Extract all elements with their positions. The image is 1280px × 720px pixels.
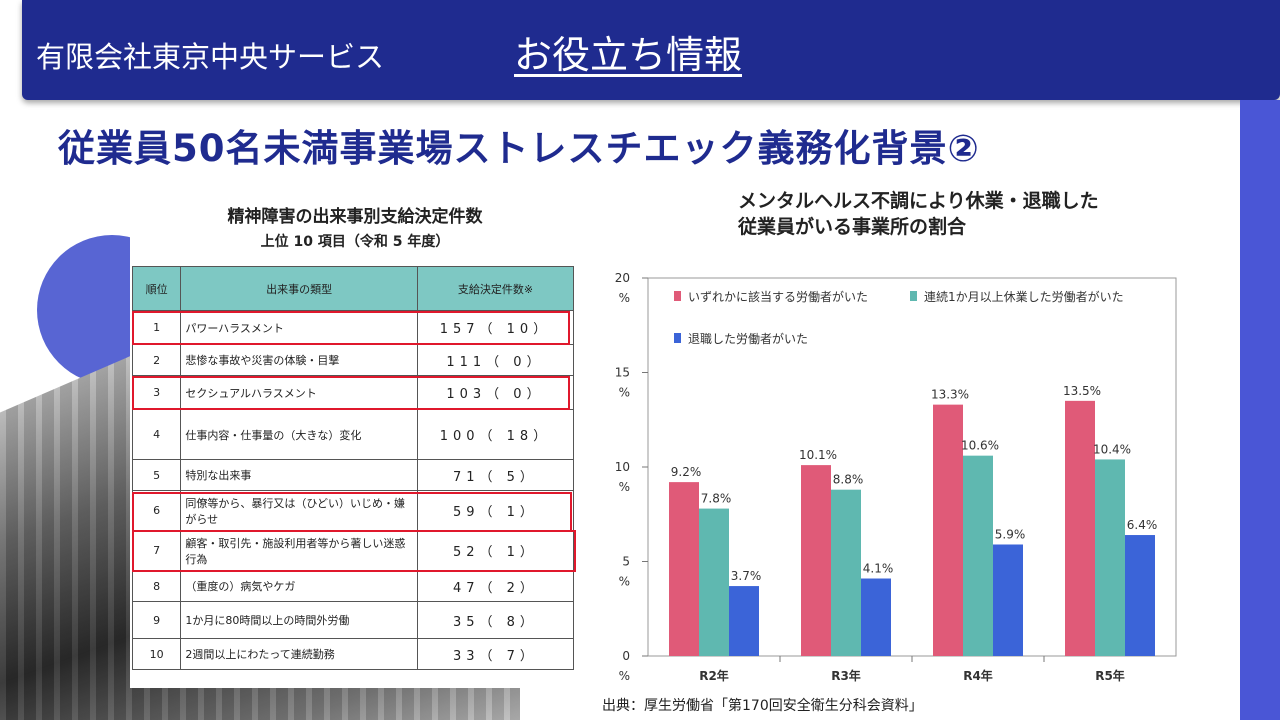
- cell-count: 35（ 8）: [416, 601, 575, 639]
- data-label: 10.4%: [1093, 442, 1131, 456]
- cell-count: 103（ 0）: [416, 375, 575, 410]
- y-tick-label: 0: [622, 649, 630, 663]
- legend-swatch: [674, 291, 681, 301]
- legend-entry: いずれかに該当する労働者がいた: [688, 289, 868, 304]
- cell-rank: 9: [131, 601, 182, 639]
- data-label: 4.1%: [863, 562, 894, 576]
- cell-rank: 1: [131, 310, 182, 345]
- bar-chart-svg: 0% 5% 10% 15% 20% 9.2% 7.8% 3.7% R2年 10.1% 8.8% 4.1…: [615, 271, 1177, 683]
- cell-type: 同僚等から、暴行又は（ひどい）いじめ・嫌がらせ: [180, 490, 418, 531]
- bar-3: [1125, 535, 1155, 656]
- cell-type: 特別な出来事: [180, 459, 418, 491]
- cell-rank: 4: [131, 409, 182, 460]
- data-label: 7.8%: [701, 492, 732, 506]
- bar-1: [933, 404, 963, 656]
- chart-title-line-2: 従業員がいる事業所の割合: [738, 216, 967, 238]
- table-row: 5 特別な出来事 71（ 5）: [131, 459, 575, 491]
- bar-1: [801, 465, 831, 656]
- cell-rank: 10: [131, 638, 182, 670]
- table-subtitle: 上位 10 項目（令和 5 年度）: [260, 234, 450, 250]
- bar-chart: 0% 5% 10% 15% 20% 9.2% 7.8% 3.7% R2年 10.1% 8.8% 4.1…: [596, 258, 1186, 692]
- cell-rank: 5: [131, 459, 182, 491]
- x-tick-label: R4年: [963, 668, 993, 683]
- x-tick-label: R3年: [831, 668, 861, 683]
- y-tick-unit: %: [619, 669, 630, 683]
- y-tick-label: 5: [622, 555, 630, 569]
- table-title: 精神障害の出来事別支給決定件数: [227, 207, 483, 227]
- data-label: 6.4%: [1127, 518, 1158, 532]
- legend-entry: 連続1か月以上休業した労働者がいた: [924, 289, 1124, 304]
- y-tick-unit: %: [619, 291, 630, 305]
- bar-1: [1065, 400, 1095, 656]
- y-tick-unit: %: [619, 386, 630, 400]
- y-tick-unit: %: [619, 575, 630, 589]
- bar-2: [831, 489, 861, 656]
- page-title: 従業員50名未満事業場ストレスチエック義務化背景②: [58, 127, 980, 170]
- header-rank: 順位: [131, 266, 182, 311]
- bar-2: [963, 455, 993, 656]
- legend-swatch: [910, 291, 917, 301]
- highlight-row-1: [132, 311, 570, 345]
- cell-rank: 6: [131, 490, 182, 531]
- source-citation: 出典：厚生労働省「第170回安全衛生分科会資料」: [602, 698, 923, 714]
- cell-type: 2週間以上にわたって連続勤務: [180, 638, 418, 670]
- data-label: 10.1%: [799, 448, 837, 462]
- bar-3: [729, 586, 759, 656]
- x-tick-label: R5年: [1095, 668, 1125, 683]
- bar-2: [1095, 459, 1125, 656]
- bar-3: [861, 578, 891, 656]
- table-row: 9 1か月に80時間以上の時間外労働 35（ 8）: [131, 601, 575, 639]
- y-tick-label: 20: [615, 271, 630, 285]
- legend-swatch: [674, 333, 681, 343]
- y-tick-label: 15: [615, 366, 630, 380]
- data-label: 10.6%: [961, 439, 999, 453]
- cell-count: 52（ 1）: [416, 530, 575, 571]
- cell-rank: 2: [131, 344, 182, 376]
- cell-type: 顧客・取引先・施設利用者等から著しい迷惑行為: [180, 530, 418, 571]
- data-label: 8.8%: [833, 473, 864, 487]
- header-type: 出来事の類型: [180, 266, 418, 311]
- table-row: 4 仕事内容・仕事量の（大きな）変化 100（ 18）: [131, 409, 575, 460]
- cell-type: 仕事内容・仕事量の（大きな）変化: [180, 409, 418, 460]
- table-row: 2 悲惨な事故や災害の体験・目撃 111（ 0）: [131, 344, 575, 376]
- cell-count: 47（ 2）: [416, 570, 575, 602]
- cell-count: 33（ 7）: [416, 638, 575, 670]
- incident-table-panel: 精神障害の出来事別支給決定件数 上位 10 項目（令和 5 年度） 順位 出来事…: [130, 190, 580, 688]
- data-label: 3.7%: [731, 569, 762, 583]
- header-bar: [22, 0, 1280, 100]
- data-label: 13.3%: [931, 388, 969, 402]
- table-row: 3 セクシュアルハラスメント 103（ 0）: [131, 375, 575, 410]
- table-header-row: 順位 出来事の類型 支給決定件数※: [131, 266, 575, 311]
- cell-count: 100（ 18）: [416, 409, 575, 460]
- y-tick-unit: %: [619, 480, 630, 494]
- highlight-row-7: [132, 530, 576, 572]
- cell-type: （重度の）病気やケガ: [180, 570, 418, 602]
- cell-rank: 8: [131, 570, 182, 602]
- cell-count: 71（ 5）: [416, 459, 575, 491]
- data-label: 13.5%: [1063, 384, 1101, 398]
- table-row: 8 （重度の）病気やケガ 47（ 2）: [131, 570, 575, 602]
- right-accent-stripe: [1240, 100, 1280, 720]
- chart-title: メンタルヘルス不調により休業・退職した 従業員がいる事業所の割合: [738, 188, 1099, 240]
- header-count: 支給決定件数※: [416, 266, 575, 311]
- bar-1: [669, 482, 699, 656]
- x-tick-label: R2年: [699, 668, 729, 683]
- chart-title-line-1: メンタルヘルス不調により休業・退職した: [738, 190, 1099, 212]
- table-row: 10 2週間以上にわたって連続勤務 33（ 7）: [131, 638, 575, 670]
- bar-2: [699, 508, 729, 656]
- company-name: 有限会社東京中央サービス: [36, 40, 385, 74]
- data-label: 9.2%: [671, 465, 702, 479]
- bar-3: [993, 544, 1023, 656]
- highlight-row-6: [132, 492, 572, 532]
- legend-entry: 退職した労働者がいた: [688, 331, 808, 346]
- cell-type: 悲惨な事故や災害の体験・目撃: [180, 344, 418, 376]
- cell-type: 1か月に80時間以上の時間外労働: [180, 601, 418, 639]
- section-title: お役立ち情報: [514, 33, 743, 77]
- cell-count: 111（ 0）: [416, 344, 575, 376]
- highlight-row-3: [132, 376, 570, 410]
- data-label: 5.9%: [995, 527, 1026, 541]
- y-tick-label: 10: [615, 460, 630, 474]
